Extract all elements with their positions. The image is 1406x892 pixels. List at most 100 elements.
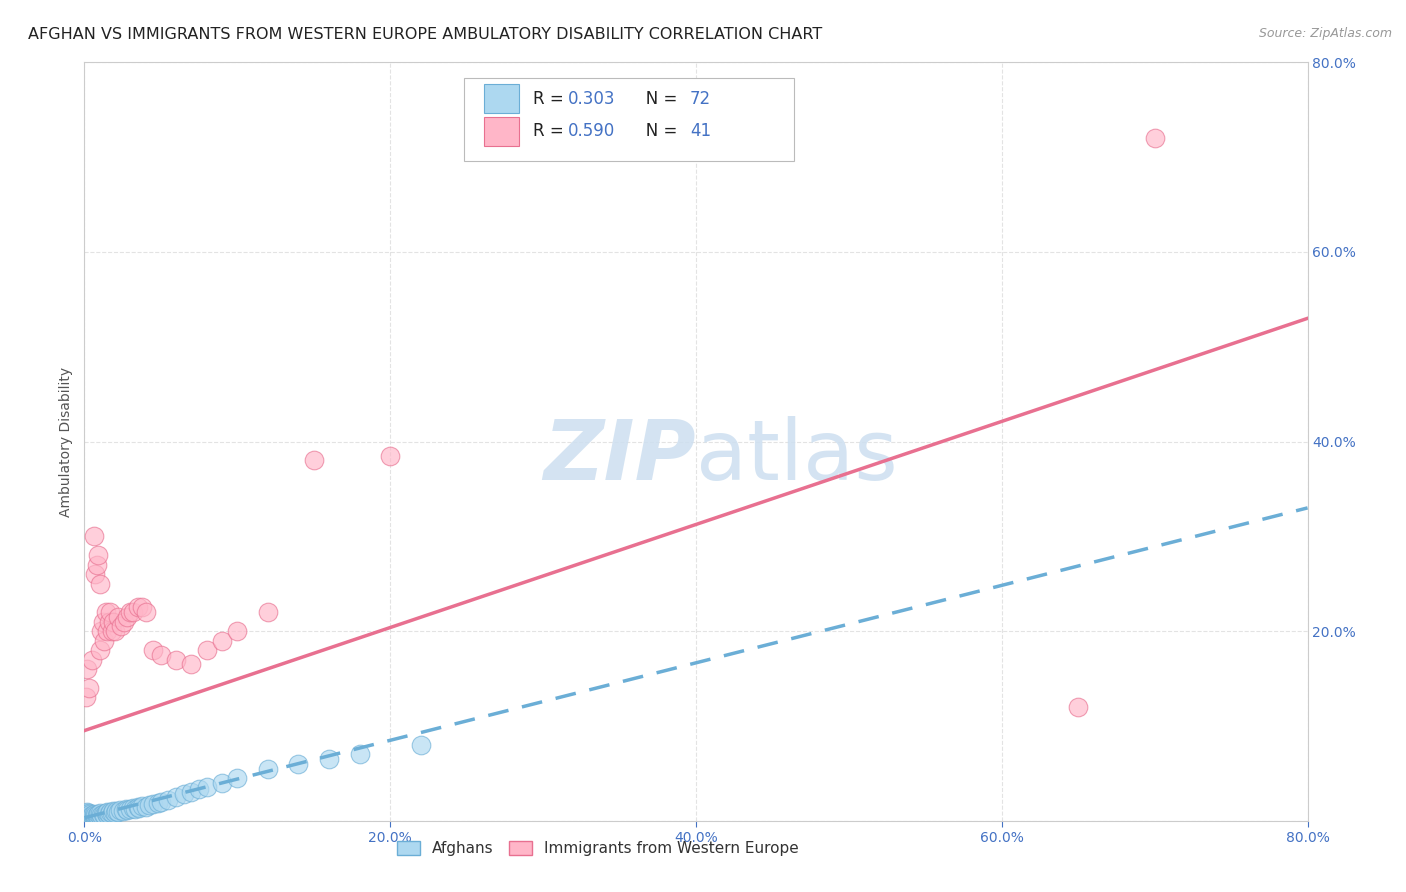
Point	[111, 804, 134, 818]
Point	[104, 806, 127, 821]
Point	[107, 805, 129, 819]
Point	[180, 785, 202, 799]
Point	[89, 643, 111, 657]
Point	[103, 804, 125, 818]
Point	[76, 808, 98, 822]
Point	[122, 605, 145, 619]
Point	[149, 795, 172, 809]
Point	[79, 809, 101, 823]
Point	[87, 548, 110, 563]
Point	[83, 810, 105, 824]
FancyBboxPatch shape	[484, 117, 519, 145]
Point	[226, 624, 249, 639]
Point	[108, 803, 131, 817]
Point	[135, 800, 157, 814]
Text: 72: 72	[690, 90, 711, 108]
Point	[302, 453, 325, 467]
Point	[1067, 699, 1090, 714]
FancyBboxPatch shape	[464, 78, 794, 161]
Point	[195, 780, 218, 795]
Point	[211, 633, 233, 648]
Point	[87, 810, 110, 824]
Point	[157, 793, 180, 807]
Point	[76, 662, 98, 676]
Point	[90, 808, 112, 822]
Point	[287, 756, 309, 771]
Legend: Afghans, Immigrants from Western Europe: Afghans, Immigrants from Western Europe	[391, 835, 806, 863]
Point	[142, 797, 165, 811]
Text: R =: R =	[533, 122, 569, 140]
Point	[115, 803, 138, 817]
Point	[104, 624, 127, 639]
Point	[101, 806, 124, 821]
Point	[211, 776, 233, 790]
Point	[80, 811, 103, 825]
Point	[93, 633, 115, 648]
Point	[165, 652, 187, 666]
Point	[84, 810, 107, 824]
Point	[226, 771, 249, 785]
Point	[77, 808, 100, 822]
Point	[98, 605, 121, 619]
Point	[101, 624, 124, 639]
Point	[380, 449, 402, 463]
Point	[90, 624, 112, 639]
Point	[75, 806, 97, 821]
Point	[257, 762, 280, 776]
Text: R =: R =	[533, 90, 569, 108]
Point	[76, 809, 98, 823]
Point	[84, 808, 107, 822]
Point	[77, 811, 100, 825]
Point	[146, 796, 169, 810]
Point	[96, 805, 118, 819]
Point	[138, 798, 160, 813]
Point	[195, 643, 218, 657]
Text: 0.590: 0.590	[568, 122, 614, 140]
Point	[127, 800, 149, 814]
Point	[94, 605, 117, 619]
Point	[79, 810, 101, 824]
Point	[120, 605, 142, 619]
Point	[77, 681, 100, 695]
Point	[112, 615, 135, 629]
Point	[97, 807, 120, 822]
Point	[409, 738, 432, 752]
Point	[79, 807, 101, 822]
Point	[124, 802, 146, 816]
Point	[83, 529, 105, 543]
Point	[83, 809, 105, 823]
Text: 0.303: 0.303	[568, 90, 614, 108]
Point	[76, 805, 98, 819]
Point	[76, 807, 98, 822]
Point	[180, 657, 202, 672]
Point	[128, 801, 150, 815]
Text: N =: N =	[630, 90, 682, 108]
Point	[91, 807, 114, 822]
Point	[115, 610, 138, 624]
Point	[91, 615, 114, 629]
Point	[83, 807, 105, 822]
Point	[131, 799, 153, 814]
Point	[96, 624, 118, 639]
Point	[80, 652, 103, 666]
Point	[173, 787, 195, 801]
Point	[87, 807, 110, 822]
Text: AFGHAN VS IMMIGRANTS FROM WESTERN EUROPE AMBULATORY DISABILITY CORRELATION CHART: AFGHAN VS IMMIGRANTS FROM WESTERN EUROPE…	[28, 27, 823, 42]
Point	[89, 576, 111, 591]
Point	[114, 802, 136, 816]
Text: ZIP: ZIP	[543, 417, 696, 497]
Point	[122, 801, 145, 815]
Point	[188, 782, 211, 797]
Point	[1143, 131, 1166, 145]
Point	[110, 619, 132, 633]
Point	[105, 804, 128, 818]
Point	[98, 805, 121, 819]
Point	[77, 806, 100, 821]
Point	[96, 808, 118, 822]
Point	[75, 807, 97, 822]
Point	[84, 567, 107, 582]
Point	[318, 752, 340, 766]
Text: Source: ZipAtlas.com: Source: ZipAtlas.com	[1258, 27, 1392, 40]
Point	[80, 809, 103, 823]
Point	[76, 810, 98, 824]
